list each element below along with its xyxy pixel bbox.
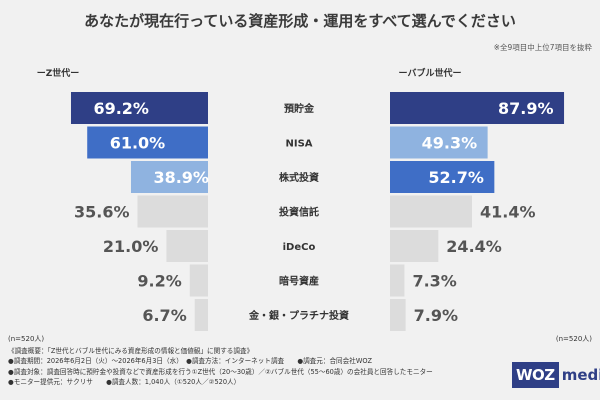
z-value-label: 6.7% [142,306,186,325]
category-label: 株式投資 [279,171,319,184]
bubble-value-label: 41.4% [480,203,536,222]
footer-line: ●モニター提供元：サクリサ ●調査人数：1,040人（①520人／②520人） [8,378,241,387]
z-value-label: 61.0% [110,134,166,153]
z-generation-header: ーZ世代ー [37,67,80,79]
survey-footer: 《調査概要：「Z世代とバブル世代にみる資産形成の情報と価値観」に関する調査》 ●… [8,346,508,388]
z-bar [130,161,208,193]
z-value-label: 38.9% [153,168,209,187]
bubble-bar [390,299,406,331]
category-label: 投資信託 [279,206,319,219]
bubble-value-label: 52.7% [428,168,484,187]
z-bar [189,264,208,297]
bubble-bar [390,195,472,228]
bubble-bar [390,126,488,159]
category-label: 預貯金 [284,102,315,115]
bars-layer: 69.2% 預貯金 87.9% 61.0% NISA 49.3% 38.9% 株式投資 52.7… [70,92,565,331]
z-value-label: 35.6% [74,203,130,222]
z-bar [70,92,208,124]
bubble-sample-size: (n=520人) [556,335,592,343]
bubble-bar [390,264,405,297]
bubble-bar [390,92,565,124]
footer-line: 《調査概要：「Z世代とバブル世代にみる資産形成の情報と価値観」に関する調査》 [8,347,254,355]
bubble-value-label: 24.4% [446,237,502,256]
z-value-label: 21.0% [103,237,159,256]
bubble-value-label: 7.9% [414,306,458,325]
z-bar [137,195,208,228]
bubble-bar [390,230,439,262]
bubble-bar [390,161,495,193]
logo-woz-box: WOZ [512,362,559,388]
bubble-value-label: 87.9% [498,99,554,118]
chart-note: ※全9項目中上位7項目を抜粋 [494,42,593,52]
z-value-label: 9.2% [137,272,181,291]
chart-title: あなたが現在行っている資産形成・運用をすべて選んでください [84,12,516,30]
category-label: NISA [285,139,312,150]
z-value-label: 69.2% [93,99,149,118]
category-label: 暗号資産 [279,275,319,288]
z-bar [166,230,208,262]
footer-line: ●調査対象：調査回答時に預貯金や投資などで資産形成を行う①Z世代（20〜30歳）… [8,367,433,376]
z-sample-size: (n=520人) [8,335,44,343]
z-bar [87,126,208,159]
category-label: iDeCo [283,242,316,253]
bubble-value-label: 7.3% [412,272,456,291]
footer-line: ●調査期間：2026年6月2日（火）〜2026年6月3日（水） ●調査方法：イン… [8,357,373,366]
logo-media-text: media [561,366,600,384]
category-label: 金・銀・プラチナ投資 [248,309,349,322]
woz-media-logo: WOZ media [512,362,600,388]
bubble-value-label: 49.3% [422,134,478,153]
z-bar [194,299,208,331]
bubble-generation-header: ーバブル世代ー [399,67,462,79]
